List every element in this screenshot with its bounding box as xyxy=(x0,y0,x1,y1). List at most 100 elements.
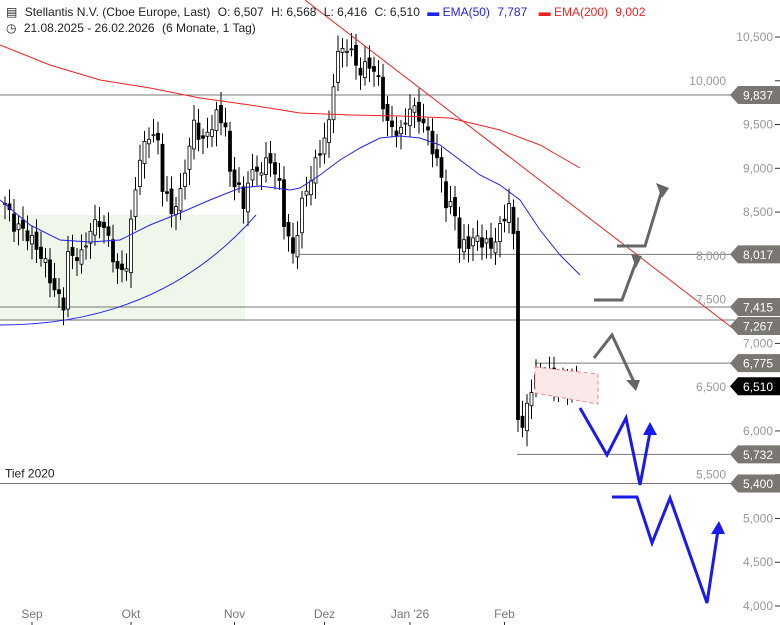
y-tick-label: 7,000 xyxy=(743,336,773,350)
candle-body xyxy=(282,179,286,228)
candle-body xyxy=(196,122,201,140)
candle-body xyxy=(448,201,453,208)
candle-body xyxy=(88,230,93,244)
candle-body xyxy=(111,239,115,263)
candle-body xyxy=(214,109,219,132)
candle-body xyxy=(322,137,327,155)
candle-body xyxy=(273,162,277,175)
candle-body xyxy=(21,219,25,229)
candle-body xyxy=(237,182,241,185)
candle-body xyxy=(160,143,165,192)
candle-body xyxy=(480,237,484,248)
candle-body xyxy=(385,104,390,121)
y-tick-label: 9,000 xyxy=(743,161,773,175)
price-level-tag: 5,732 xyxy=(743,448,773,462)
candle-body xyxy=(264,157,268,175)
candle-body xyxy=(286,222,291,237)
candle-body xyxy=(268,153,273,164)
candle-body xyxy=(525,402,529,432)
candle-body xyxy=(241,186,246,209)
price-level-tag-bg xyxy=(730,245,780,264)
downtrend-line xyxy=(304,0,736,331)
candle-body xyxy=(169,188,174,215)
arrow-head-icon xyxy=(656,183,669,198)
y-tick-label: 6,000 xyxy=(743,424,773,438)
candle-body xyxy=(151,134,156,137)
candle-body xyxy=(381,76,385,110)
candle-body xyxy=(304,190,309,196)
candle-body xyxy=(48,259,52,284)
arrow-head-icon xyxy=(626,380,640,391)
ema200-label: EMA(200) xyxy=(553,5,608,19)
candle-body xyxy=(147,138,151,145)
candle-body xyxy=(376,75,381,78)
candle-body xyxy=(340,47,345,53)
instrument-title: Stellantis N.V. (Cboe Europe, Last) xyxy=(24,5,211,19)
candle-body xyxy=(133,189,138,217)
candle-body xyxy=(30,235,34,245)
candle-body xyxy=(354,44,358,66)
candle-body xyxy=(300,197,304,234)
candle-body xyxy=(250,169,255,181)
consolidation-triangle xyxy=(534,366,599,405)
y-tick-label: 6,500 xyxy=(696,380,726,394)
candle-body xyxy=(79,249,84,265)
candle-body xyxy=(349,48,354,51)
candle-body xyxy=(489,237,493,249)
price-level-tag: 5,400 xyxy=(743,477,773,491)
arrow-head-icon xyxy=(643,422,657,435)
candle-body xyxy=(57,289,61,295)
last-price-tag-bg xyxy=(730,377,780,396)
candle-body xyxy=(142,141,147,164)
level-annotation: Tief 2020 xyxy=(5,466,55,480)
x-tick-label: Feb xyxy=(494,607,515,621)
candle-body xyxy=(394,130,399,136)
candle-body xyxy=(309,180,313,196)
x-tick-label: Jan '26 xyxy=(391,607,430,621)
candle-body xyxy=(511,206,516,235)
candle-body xyxy=(12,213,16,232)
candle-body xyxy=(403,122,408,125)
candle-body xyxy=(516,230,520,420)
candle-body xyxy=(277,178,282,181)
candle-body xyxy=(313,157,318,184)
candle-body xyxy=(138,159,142,188)
candle-body xyxy=(192,119,196,150)
ema50-line xyxy=(0,135,581,276)
candle-body xyxy=(228,130,232,172)
candle-body xyxy=(421,118,426,124)
price-level-tag-bg xyxy=(730,86,780,105)
x-tick-label: Nov xyxy=(224,607,245,621)
y-tick-label: 7,500 xyxy=(696,293,726,307)
candle-body xyxy=(444,181,448,209)
candle-body xyxy=(417,101,421,122)
arrow-head-icon xyxy=(631,254,642,268)
price-level-tag: 7,267 xyxy=(743,320,773,334)
candle-body xyxy=(367,57,372,69)
candle-body xyxy=(399,126,403,135)
candle-body xyxy=(61,297,66,311)
candle-body xyxy=(165,191,169,194)
candle-body xyxy=(529,392,534,407)
candle-body xyxy=(16,223,21,231)
candle-body xyxy=(75,257,79,262)
y-tick-label: 9,500 xyxy=(743,118,773,132)
candle-body xyxy=(318,153,322,156)
candle-body xyxy=(178,188,183,212)
candle-body xyxy=(462,239,466,253)
candle-body xyxy=(498,223,502,243)
price-level-tag: 6,775 xyxy=(743,357,773,371)
candle-body xyxy=(259,172,264,176)
ema200-line xyxy=(0,44,581,169)
candle-body xyxy=(291,237,295,254)
candle-body xyxy=(25,230,30,242)
candle-body xyxy=(363,61,367,79)
price-level-tag-bg xyxy=(730,298,780,317)
candle-body xyxy=(358,67,363,76)
candle-body xyxy=(412,105,417,113)
x-tick-label: Dez xyxy=(314,607,335,621)
date-range: 21.08.2025 - 26.02.2026 xyxy=(23,21,155,35)
price-level-tag-bg xyxy=(730,317,780,336)
